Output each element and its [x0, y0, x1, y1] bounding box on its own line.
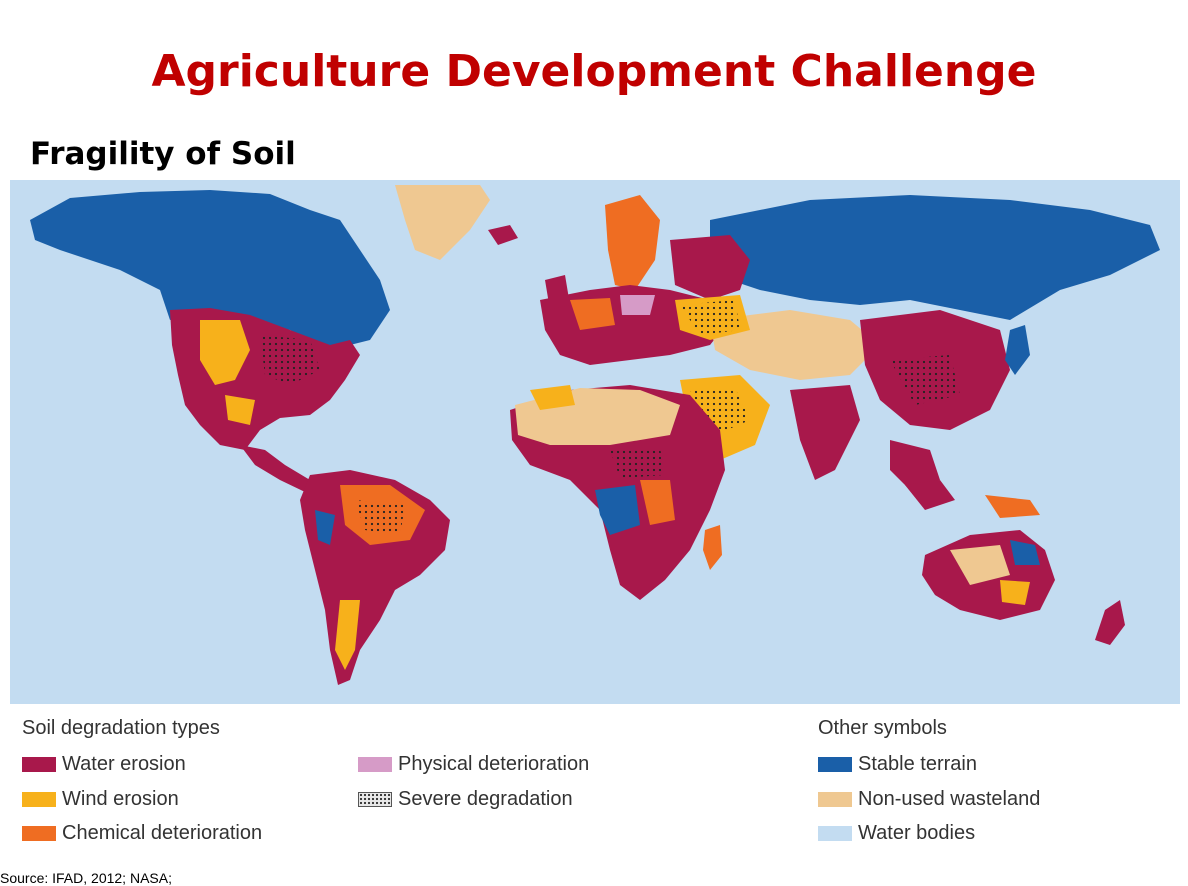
new-guinea — [985, 495, 1040, 518]
na-wind — [200, 320, 250, 385]
page-subtitle: Fragility of Soil — [30, 136, 296, 172]
asia-stable — [710, 195, 1160, 320]
water-erosion-swatch — [22, 756, 56, 772]
asia-severe — [680, 300, 740, 335]
europe-physical — [620, 295, 655, 315]
legend-label: Non-used wasteland — [858, 787, 1041, 810]
legend-item-non-used-wasteland: Non-used wasteland — [818, 786, 1040, 812]
scandinavia — [605, 195, 660, 290]
legend-label: Water erosion — [62, 752, 186, 775]
central-america — [240, 445, 320, 492]
australia-stable — [1010, 540, 1040, 565]
na-wind-2 — [225, 395, 255, 425]
europe-chemical — [570, 298, 615, 330]
stable-terrain-swatch — [818, 756, 852, 772]
japan — [1005, 325, 1030, 375]
north-america-stable — [30, 190, 390, 350]
source-citation: Source: IFAD, 2012; NASA; — [0, 870, 172, 886]
sa-stable — [315, 510, 335, 545]
iceland — [488, 225, 518, 245]
legend-item-water-erosion: Water erosion — [22, 751, 186, 777]
legend-item-wind-erosion: Wind erosion — [22, 786, 179, 812]
legend-label: Physical deterioration — [398, 752, 590, 775]
india — [790, 385, 860, 480]
madagascar — [703, 525, 722, 570]
southeast-asia — [890, 440, 940, 490]
page-title: Agriculture Development Challenge — [151, 46, 1037, 97]
russia-degraded — [670, 235, 750, 300]
australia-wind — [1000, 580, 1030, 605]
soil-legend-heading: Soil degradation types — [22, 717, 220, 739]
middle-east-severe — [690, 388, 750, 435]
world-soil-degradation-map — [10, 180, 1180, 704]
wind-erosion-swatch — [22, 791, 56, 807]
africa-stable — [595, 485, 640, 535]
chemical-deterioration-swatch — [22, 825, 56, 841]
legend-label: Chemical deterioration — [62, 821, 263, 844]
legend-label: Stable terrain — [858, 752, 977, 775]
sa-severe — [355, 500, 405, 535]
sahara-wind — [530, 385, 575, 410]
east-asia-severe — [890, 355, 960, 405]
legend-item-chemical-deterioration: Chemical deterioration — [22, 820, 262, 846]
na-severe — [260, 335, 320, 385]
non-used-wasteland-swatch — [818, 791, 852, 807]
britain — [545, 275, 570, 310]
other-legend-heading: Other symbols — [818, 717, 947, 739]
central-asia — [710, 310, 880, 380]
australia-wasteland — [950, 545, 1010, 585]
indonesia — [905, 480, 955, 510]
new-zealand — [1095, 600, 1125, 645]
africa-severe — [610, 448, 665, 478]
greenland — [395, 185, 490, 260]
physical-deterioration-swatch — [358, 756, 392, 772]
africa-chemical — [640, 480, 675, 525]
legend-label: Severe degradation — [398, 787, 573, 810]
legend-label: Water bodies — [858, 821, 976, 844]
legend-label: Wind erosion — [62, 787, 179, 810]
legend-item-stable-terrain: Stable terrain — [818, 751, 977, 777]
severe-degradation-swatch — [358, 791, 392, 807]
water-bodies-swatch — [818, 825, 852, 841]
legend-item-physical-deterioration: Physical deterioration — [358, 751, 589, 777]
legend-item-water-bodies: Water bodies — [818, 820, 975, 846]
sa-wind — [335, 600, 360, 670]
legend-item-severe-degradation: Severe degradation — [358, 786, 573, 812]
